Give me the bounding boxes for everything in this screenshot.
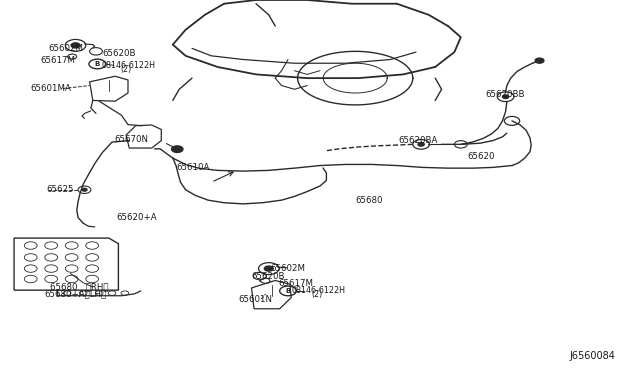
Text: 65617M: 65617M: [40, 56, 76, 65]
Circle shape: [82, 188, 87, 191]
Text: 65601MA: 65601MA: [31, 84, 72, 93]
Text: 65620: 65620: [467, 152, 495, 161]
Circle shape: [264, 266, 273, 271]
Text: 08146-6122H: 08146-6122H: [101, 61, 155, 70]
Text: 65602M: 65602M: [270, 264, 305, 273]
Circle shape: [172, 146, 183, 153]
Text: B: B: [285, 288, 291, 294]
Circle shape: [535, 58, 544, 63]
Text: J6560084: J6560084: [570, 352, 616, 361]
Text: B: B: [95, 61, 100, 67]
Text: 65620B: 65620B: [102, 49, 136, 58]
Text: 65620BA: 65620BA: [398, 136, 438, 145]
Text: 65617M: 65617M: [278, 279, 314, 288]
Circle shape: [502, 95, 509, 99]
Text: 65620BB: 65620BB: [485, 90, 525, 99]
Circle shape: [418, 142, 424, 146]
Text: (2): (2): [311, 291, 323, 299]
Text: 65680+A〈LH〉: 65680+A〈LH〉: [45, 289, 107, 298]
Text: 65680   〈RH〉: 65680 〈RH〉: [50, 283, 108, 292]
Text: (2): (2): [120, 65, 132, 74]
Text: 65610A: 65610A: [176, 163, 209, 172]
Text: 65620+A: 65620+A: [116, 213, 157, 222]
Text: 65625: 65625: [46, 185, 74, 194]
Text: 08146-6122H: 08146-6122H: [292, 286, 346, 295]
Text: 65670N: 65670N: [114, 135, 148, 144]
Text: 65602M: 65602M: [48, 44, 83, 53]
Text: 65620B: 65620B: [251, 272, 284, 281]
Circle shape: [71, 43, 80, 48]
Text: 65601N: 65601N: [238, 295, 272, 304]
Text: 65680: 65680: [355, 196, 383, 205]
